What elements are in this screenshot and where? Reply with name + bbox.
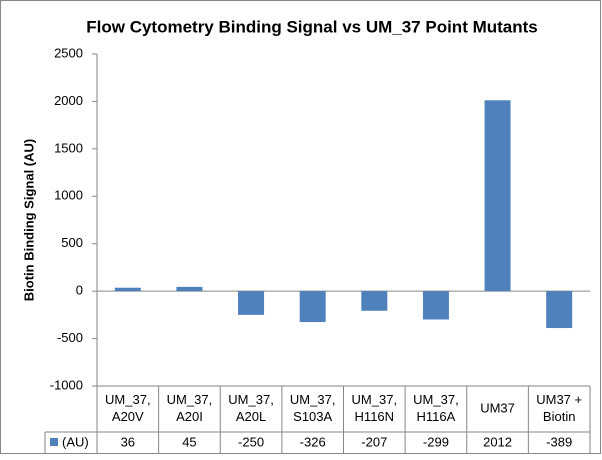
y-tick-label: 2000	[54, 93, 83, 108]
y-axis-label: Biotin Binding Signal (AU)	[21, 139, 36, 301]
y-tick-label: 2500	[54, 45, 83, 60]
x-tick-label: UM37 +	[536, 392, 582, 407]
y-tick-label: 500	[61, 235, 83, 250]
x-tick-label: UM_37,	[413, 392, 459, 407]
table-value: -326	[300, 434, 326, 449]
x-tick-label: UM_37,	[105, 392, 151, 407]
table-value: -250	[238, 434, 264, 449]
x-tick-label: UM_37,	[290, 392, 336, 407]
y-tick-label: -1000	[50, 377, 83, 392]
x-tick-label: S103A	[293, 409, 332, 424]
table-value: 2012	[483, 434, 512, 449]
x-tick-label: UM_37,	[167, 392, 213, 407]
x-tick-label: UM37	[480, 400, 515, 415]
x-tick-label: A20V	[112, 409, 144, 424]
table-value: -207	[361, 434, 387, 449]
x-tick-label: H116N	[355, 409, 395, 424]
bar	[361, 291, 388, 311]
y-tick-label: -500	[57, 330, 83, 345]
bar	[546, 291, 573, 329]
bar	[176, 286, 203, 292]
x-tick-label: UM_37,	[228, 392, 274, 407]
y-tick-label: 0	[76, 283, 83, 298]
x-tick-label: Biotin	[543, 409, 576, 424]
table-value: -389	[546, 434, 572, 449]
table-value: 45	[182, 434, 196, 449]
legend-swatch	[50, 438, 58, 446]
x-tick-label: UM_37,	[352, 392, 398, 407]
bar	[238, 291, 265, 315]
bar	[114, 287, 141, 292]
bar	[484, 100, 511, 292]
legend-label: (AU)	[62, 434, 89, 449]
x-tick-label: A20L	[236, 409, 266, 424]
y-tick-label: 1000	[54, 188, 83, 203]
x-tick-label: A20I	[176, 409, 203, 424]
bar	[422, 291, 449, 320]
chart-title: Flow Cytometry Binding Signal vs UM_37 P…	[86, 17, 538, 36]
table-value: 36	[121, 434, 135, 449]
y-tick-label: 1500	[54, 140, 83, 155]
table-value: -299	[423, 434, 449, 449]
bar	[299, 291, 326, 323]
x-tick-label: H116A	[417, 409, 456, 424]
